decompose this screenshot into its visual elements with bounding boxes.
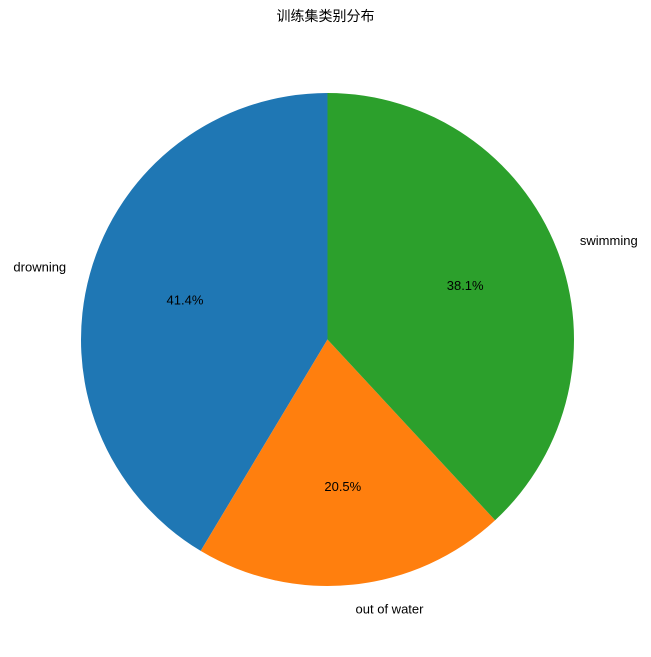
pie-slice-drowning: [81, 93, 328, 551]
chart-title: 训练集类别分布: [276, 9, 375, 25]
pie-percent-label-drowning: 41.4%: [167, 293, 204, 308]
pie-slices: [81, 93, 574, 586]
pie-category-label-out-of-water: out of water: [356, 602, 425, 617]
pie-slice-swimming: [327, 93, 574, 521]
pie-slice-out-of-water: [200, 339, 496, 586]
pie-category-label-drowning: drowning: [13, 260, 66, 275]
pie-percent-label-swimming: 38.1%: [447, 278, 484, 293]
pie-percent-label-out-of-water: 20.5%: [324, 479, 361, 494]
pie-labels: 41.4% drowning 20.5% out of water 38.1% swimm…: [13, 233, 637, 617]
pie-category-label-swimming: swimming: [580, 233, 638, 248]
